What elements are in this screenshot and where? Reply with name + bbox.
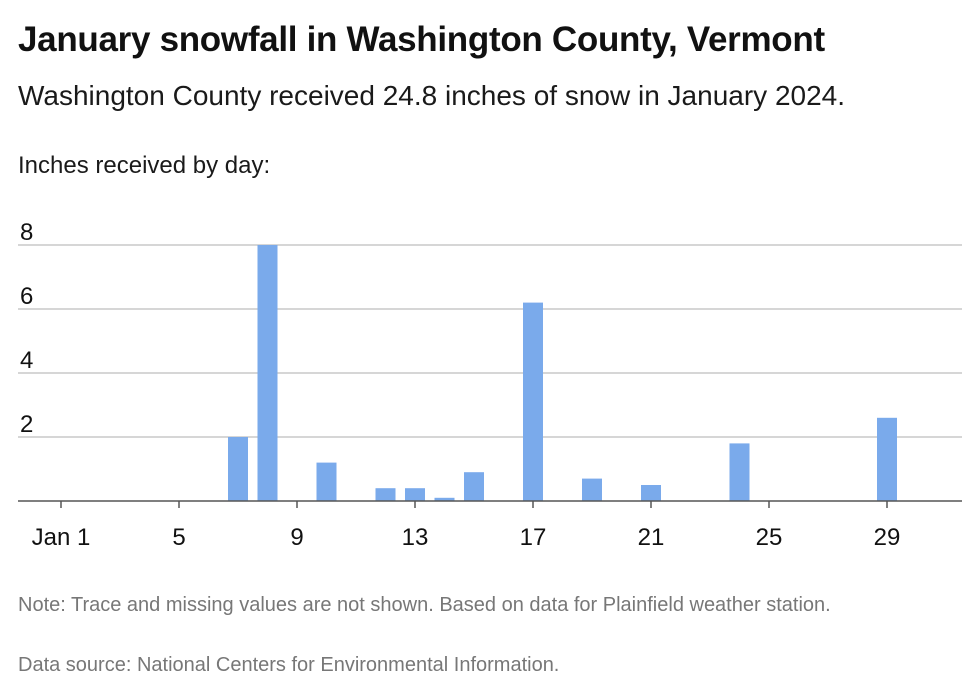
data-source: Data source: National Centers for Enviro…: [18, 654, 560, 676]
x-tick-label: 25: [756, 524, 783, 551]
x-tick-label: 9: [290, 524, 303, 551]
x-tick-label: Jan 1: [32, 524, 91, 551]
chart-subtitle: Washington County received 24.8 inches o…: [18, 80, 846, 111]
bar-day-15: [464, 472, 484, 501]
y-axis-caption: Inches received by day:: [18, 152, 271, 179]
x-tick-label: 13: [402, 524, 429, 551]
bar-day-14: [434, 497, 455, 501]
bar-day-8: [257, 245, 278, 501]
bar-day-19: [582, 478, 602, 501]
y-tick-label: 8: [20, 219, 33, 246]
x-tick-label: 5: [172, 524, 185, 551]
bar-day-17: [523, 302, 543, 501]
x-tick-label: 17: [520, 524, 547, 551]
bar-day-12: [375, 488, 396, 501]
bar-day-21: [641, 485, 661, 501]
y-tick-label: 4: [20, 347, 33, 374]
bar-day-24: [729, 443, 750, 501]
chart-title: January snowfall in Washington County, V…: [18, 20, 825, 59]
bar-day-13: [405, 488, 425, 501]
bar-day-29: [877, 417, 897, 501]
y-tick-label: 2: [20, 411, 33, 438]
chart-note: Note: Trace and missing values are not s…: [18, 594, 831, 616]
bar-day-10: [316, 462, 337, 501]
x-tick-label: 21: [638, 524, 665, 551]
x-tick-label: 29: [874, 524, 901, 551]
bar-day-7: [228, 437, 248, 501]
y-tick-label: 6: [20, 283, 33, 310]
snowfall-bar-chart: 2 4 6 8 Jan 1 5 9 13 17 21 25 29: [18, 219, 962, 551]
